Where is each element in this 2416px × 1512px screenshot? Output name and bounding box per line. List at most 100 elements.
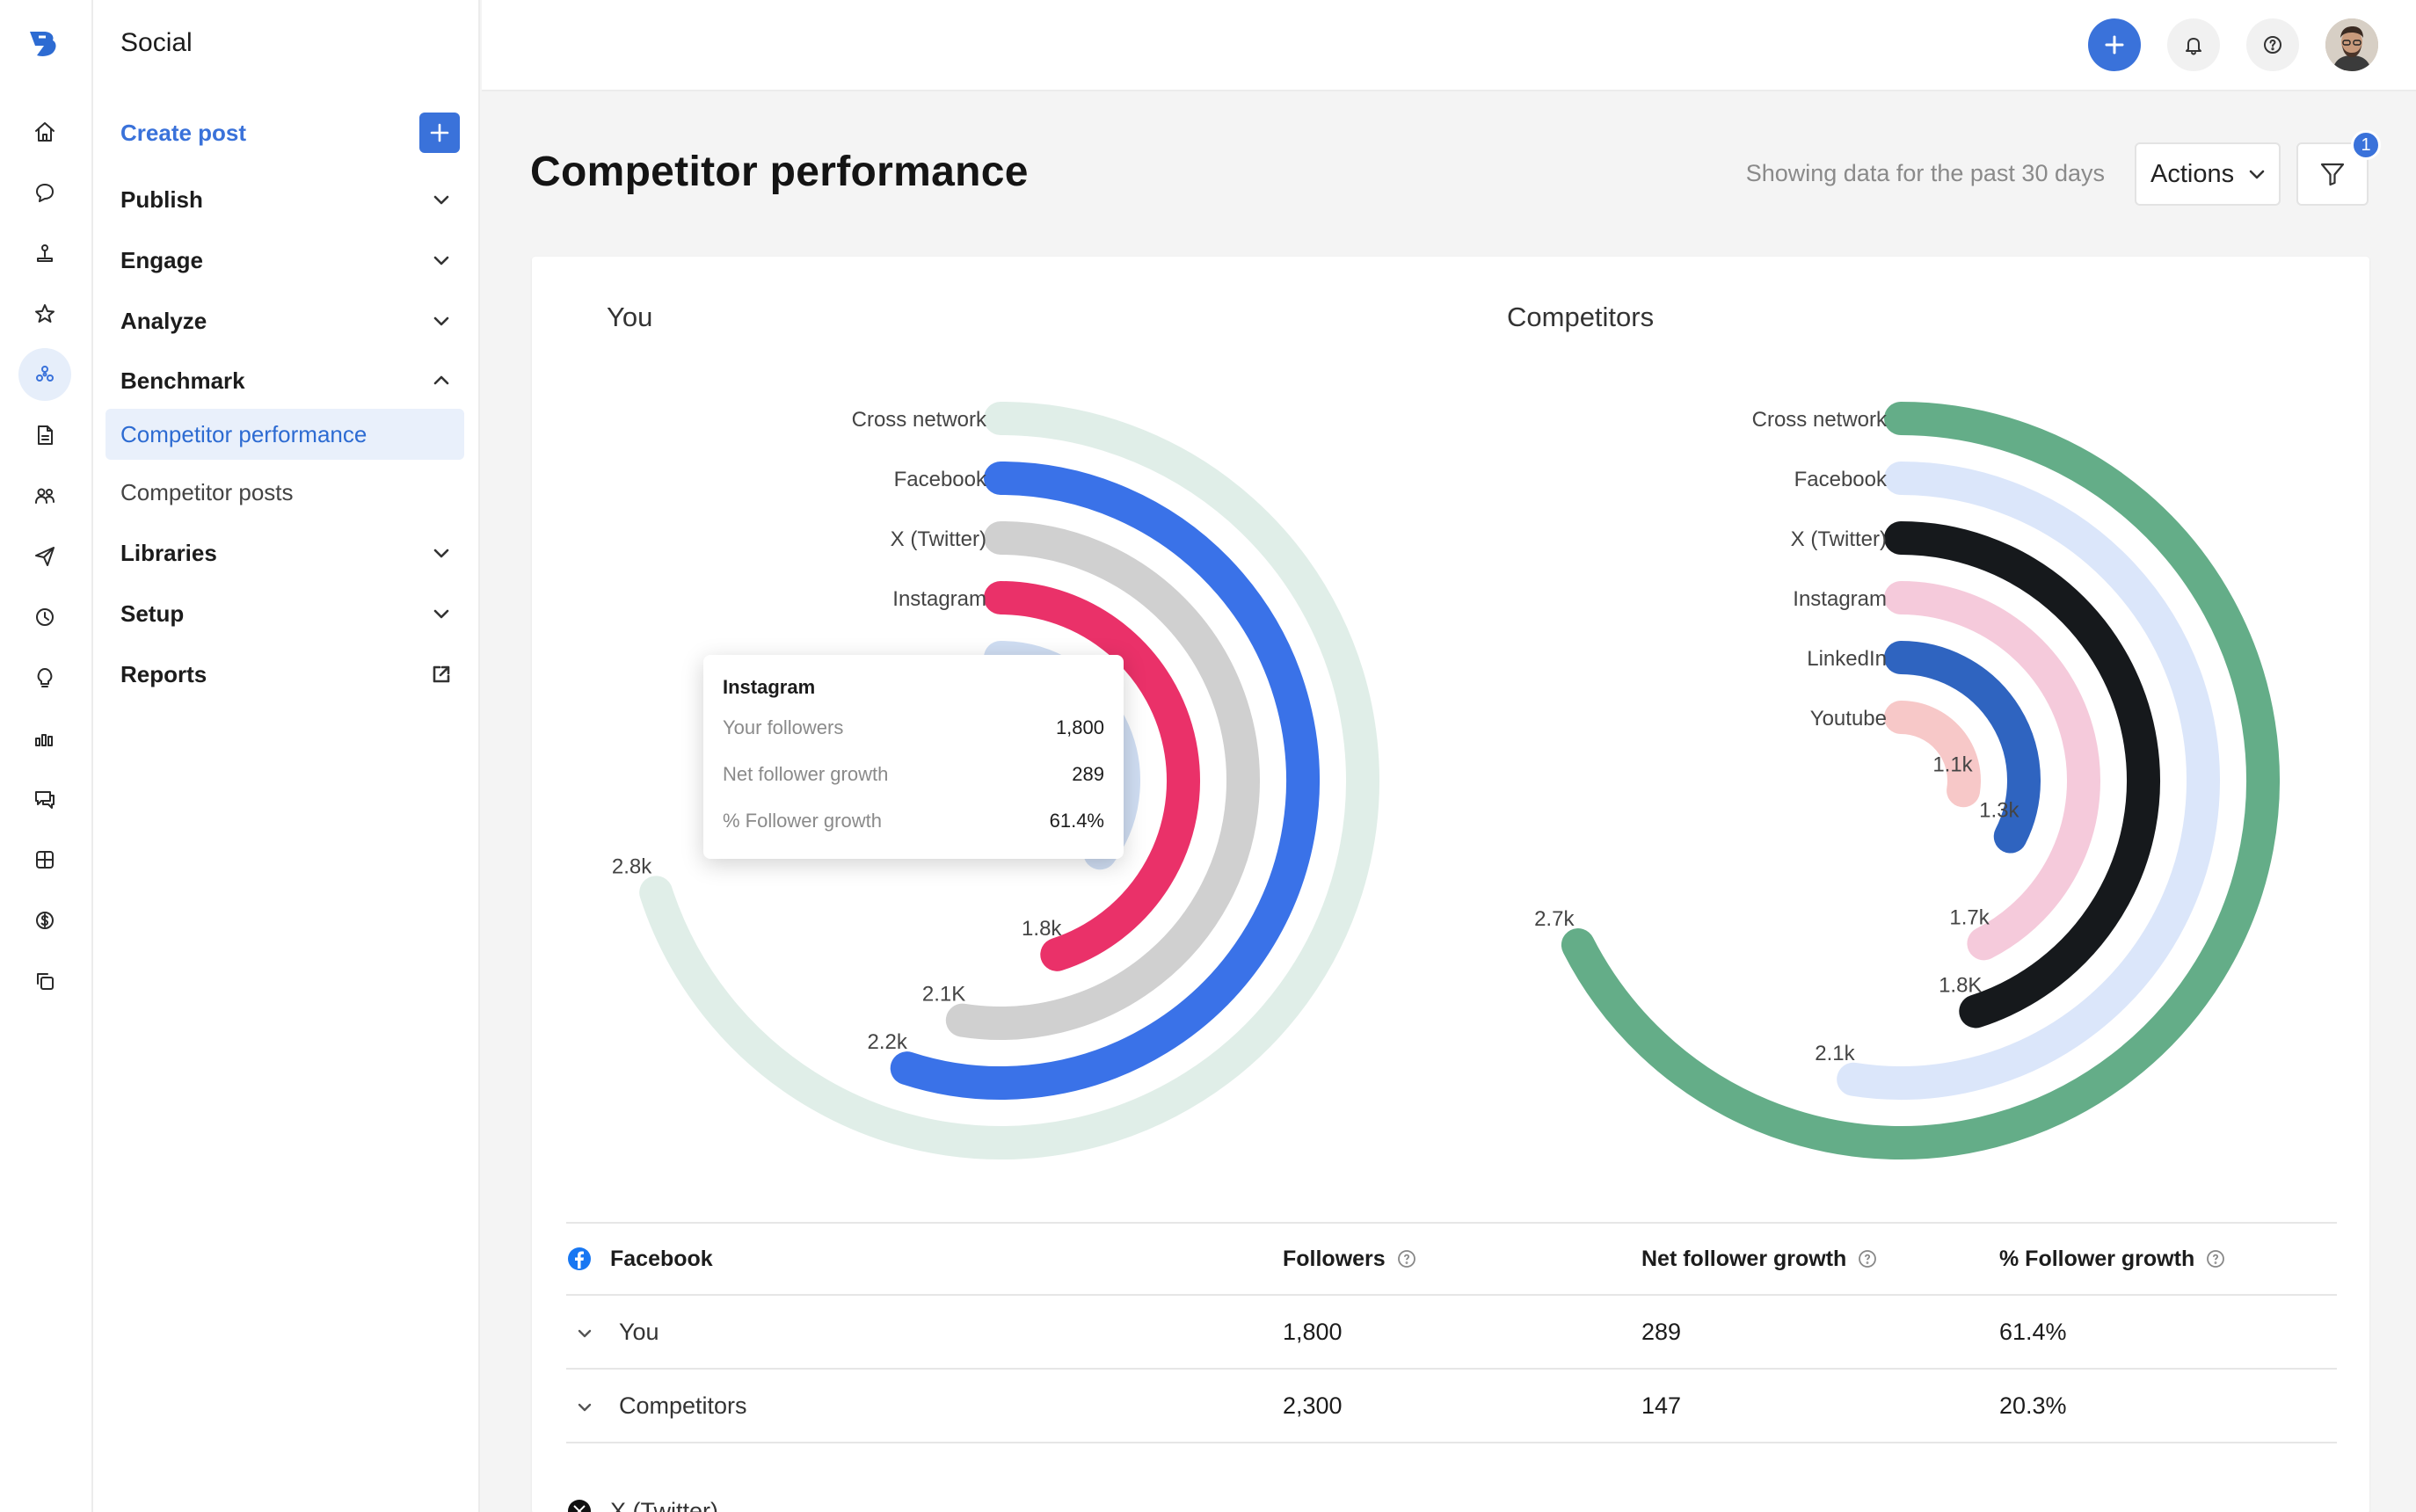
help-icon[interactable] xyxy=(1396,1248,1417,1269)
nav-section-title: Social xyxy=(120,28,193,57)
nav-sub-competitor-performance[interactable]: Competitor performance xyxy=(106,409,464,460)
notifications-button[interactable] xyxy=(2167,18,2220,71)
you-value-label: 2.2k xyxy=(868,1030,908,1054)
create-post-label[interactable]: Create post xyxy=(120,119,247,146)
competitors-value-label: 1.1k xyxy=(1932,752,1973,776)
table-row[interactable]: You 1,800 289 61.4% xyxy=(566,1296,2337,1370)
chevron-down-icon xyxy=(430,309,453,332)
you-series-label: Cross network xyxy=(852,408,987,432)
user-avatar-icon xyxy=(2325,18,2378,71)
nav-sub-label: Competitor posts xyxy=(120,478,294,505)
external-link-icon xyxy=(430,663,453,686)
col-followers: Followers xyxy=(1283,1246,1386,1271)
row-name: You xyxy=(619,1318,659,1345)
actions-dropdown[interactable]: Actions xyxy=(2135,142,2281,206)
competitors-arc-cross-network[interactable] xyxy=(1561,402,2280,1159)
create-post-row[interactable]: Create post xyxy=(120,110,463,156)
nav-item-libraries[interactable]: Libraries xyxy=(120,530,463,576)
you-series-label: Facebook xyxy=(894,468,987,491)
table-header: Facebook Followers Net follower growth %… xyxy=(566,1222,2337,1296)
nav-item-analyze[interactable]: Analyze xyxy=(120,298,463,344)
clock-icon[interactable] xyxy=(25,598,64,636)
page-title: Competitor performance xyxy=(530,149,1029,195)
nav-item-engage[interactable]: Engage xyxy=(120,237,463,283)
you-value-label: 2.8k xyxy=(612,854,652,878)
add-button[interactable] xyxy=(2088,18,2141,71)
people-icon[interactable] xyxy=(25,476,64,515)
app-logo-icon[interactable] xyxy=(26,26,62,62)
chat-icon[interactable] xyxy=(25,173,64,212)
nav-item-publish[interactable]: Publish xyxy=(120,177,463,222)
home-icon[interactable] xyxy=(25,113,64,151)
chevron-down-icon[interactable] xyxy=(575,1322,594,1341)
row-followers: 2,300 xyxy=(1283,1392,1343,1419)
table-row[interactable]: Competitors 2,300 147 20.3% xyxy=(566,1370,2337,1443)
competitors-series-label: Facebook xyxy=(1794,468,1888,491)
chevron-down-icon xyxy=(430,188,453,211)
facebook-icon xyxy=(568,1247,591,1270)
chevron-down-icon xyxy=(430,602,453,625)
you-arc-cross-network[interactable] xyxy=(639,402,1379,1159)
you-value-label: 2.1K xyxy=(922,983,965,1007)
benchmark-icon[interactable] xyxy=(18,348,71,401)
competitors-arc-linkedin[interactable] xyxy=(1884,641,2041,854)
nav-item-reports[interactable]: Reports xyxy=(120,651,463,697)
competitors-value-label: 1.3k xyxy=(1979,799,2019,823)
document-icon[interactable] xyxy=(25,416,64,454)
avatar[interactable] xyxy=(2325,18,2378,71)
bar-chart-icon[interactable] xyxy=(25,719,64,758)
nav-item-label: Reports xyxy=(120,660,207,687)
nav-item-label: Publish xyxy=(120,185,203,213)
row-pct-growth: 61.4% xyxy=(1999,1318,2067,1345)
copy-icon[interactable] xyxy=(25,962,64,1000)
nav-item-setup[interactable]: Setup xyxy=(120,591,463,636)
filter-button[interactable] xyxy=(2296,142,2369,206)
plus-icon xyxy=(430,123,449,142)
competitors-series-label: Cross network xyxy=(1752,408,1888,432)
create-post-button[interactable] xyxy=(419,113,460,153)
you-arc-instagram[interactable] xyxy=(984,581,1200,971)
star-icon[interactable] xyxy=(25,294,64,333)
date-range-text: Showing data for the past 30 days xyxy=(1745,160,2105,186)
col-pct-growth: % Follower growth xyxy=(1999,1246,2195,1271)
help-icon[interactable] xyxy=(2205,1248,2226,1269)
competitors-series-label: X (Twitter) xyxy=(1791,527,1887,551)
joystick-icon[interactable] xyxy=(25,234,64,273)
bell-icon xyxy=(2186,38,2201,55)
send-icon[interactable] xyxy=(25,537,64,576)
tooltip-title: Instagram xyxy=(723,676,816,698)
row-pct-growth: 20.3% xyxy=(1999,1392,2067,1419)
help-button[interactable] xyxy=(2246,18,2299,71)
tooltip-row-value: 1,800 xyxy=(1055,716,1104,738)
filter-icon xyxy=(2320,163,2345,186)
you-chart-heading: You xyxy=(607,302,653,332)
lightbulb-icon[interactable] xyxy=(25,658,64,697)
tooltip-row-label: Net follower growth xyxy=(723,763,889,785)
plus-icon xyxy=(2105,35,2124,55)
next-network-row[interactable]: X (Twitter) xyxy=(566,1494,830,1512)
messages-icon[interactable] xyxy=(25,780,64,818)
help-icon[interactable] xyxy=(1857,1248,1878,1269)
apps-icon[interactable] xyxy=(25,840,64,879)
next-network-name: X (Twitter) xyxy=(610,1498,719,1512)
nav-item-label: Setup xyxy=(120,600,185,627)
competitors-arc-youtube[interactable] xyxy=(1884,701,1981,808)
competitors-arc-instagram[interactable] xyxy=(1884,581,2100,961)
x-twitter-icon xyxy=(568,1500,591,1512)
competitors-arc-x-twitter[interactable] xyxy=(1884,521,2160,1029)
tooltip-row-label: % Follower growth xyxy=(723,810,882,832)
chevron-down-icon[interactable] xyxy=(575,1396,594,1415)
you-series-label: Instagram xyxy=(892,587,986,611)
you-arc-facebook[interactable] xyxy=(890,462,1321,1100)
chevron-down-icon xyxy=(2249,170,2265,179)
tooltip-row: % Follower growth 61.4% xyxy=(723,810,1104,856)
row-net-growth: 147 xyxy=(1641,1392,1682,1419)
nav-item-benchmark[interactable]: Benchmark xyxy=(120,358,463,403)
you-value-label: 1.8k xyxy=(1022,917,1062,941)
competitors-arc-facebook[interactable] xyxy=(1837,462,2221,1100)
competitors-series-label: Instagram xyxy=(1793,587,1887,611)
chevron-down-icon xyxy=(430,542,453,564)
you-arc-x-twitter[interactable] xyxy=(945,521,1260,1040)
nav-sub-competitor-posts[interactable]: Competitor posts xyxy=(106,467,464,518)
dollar-icon[interactable] xyxy=(25,901,64,940)
